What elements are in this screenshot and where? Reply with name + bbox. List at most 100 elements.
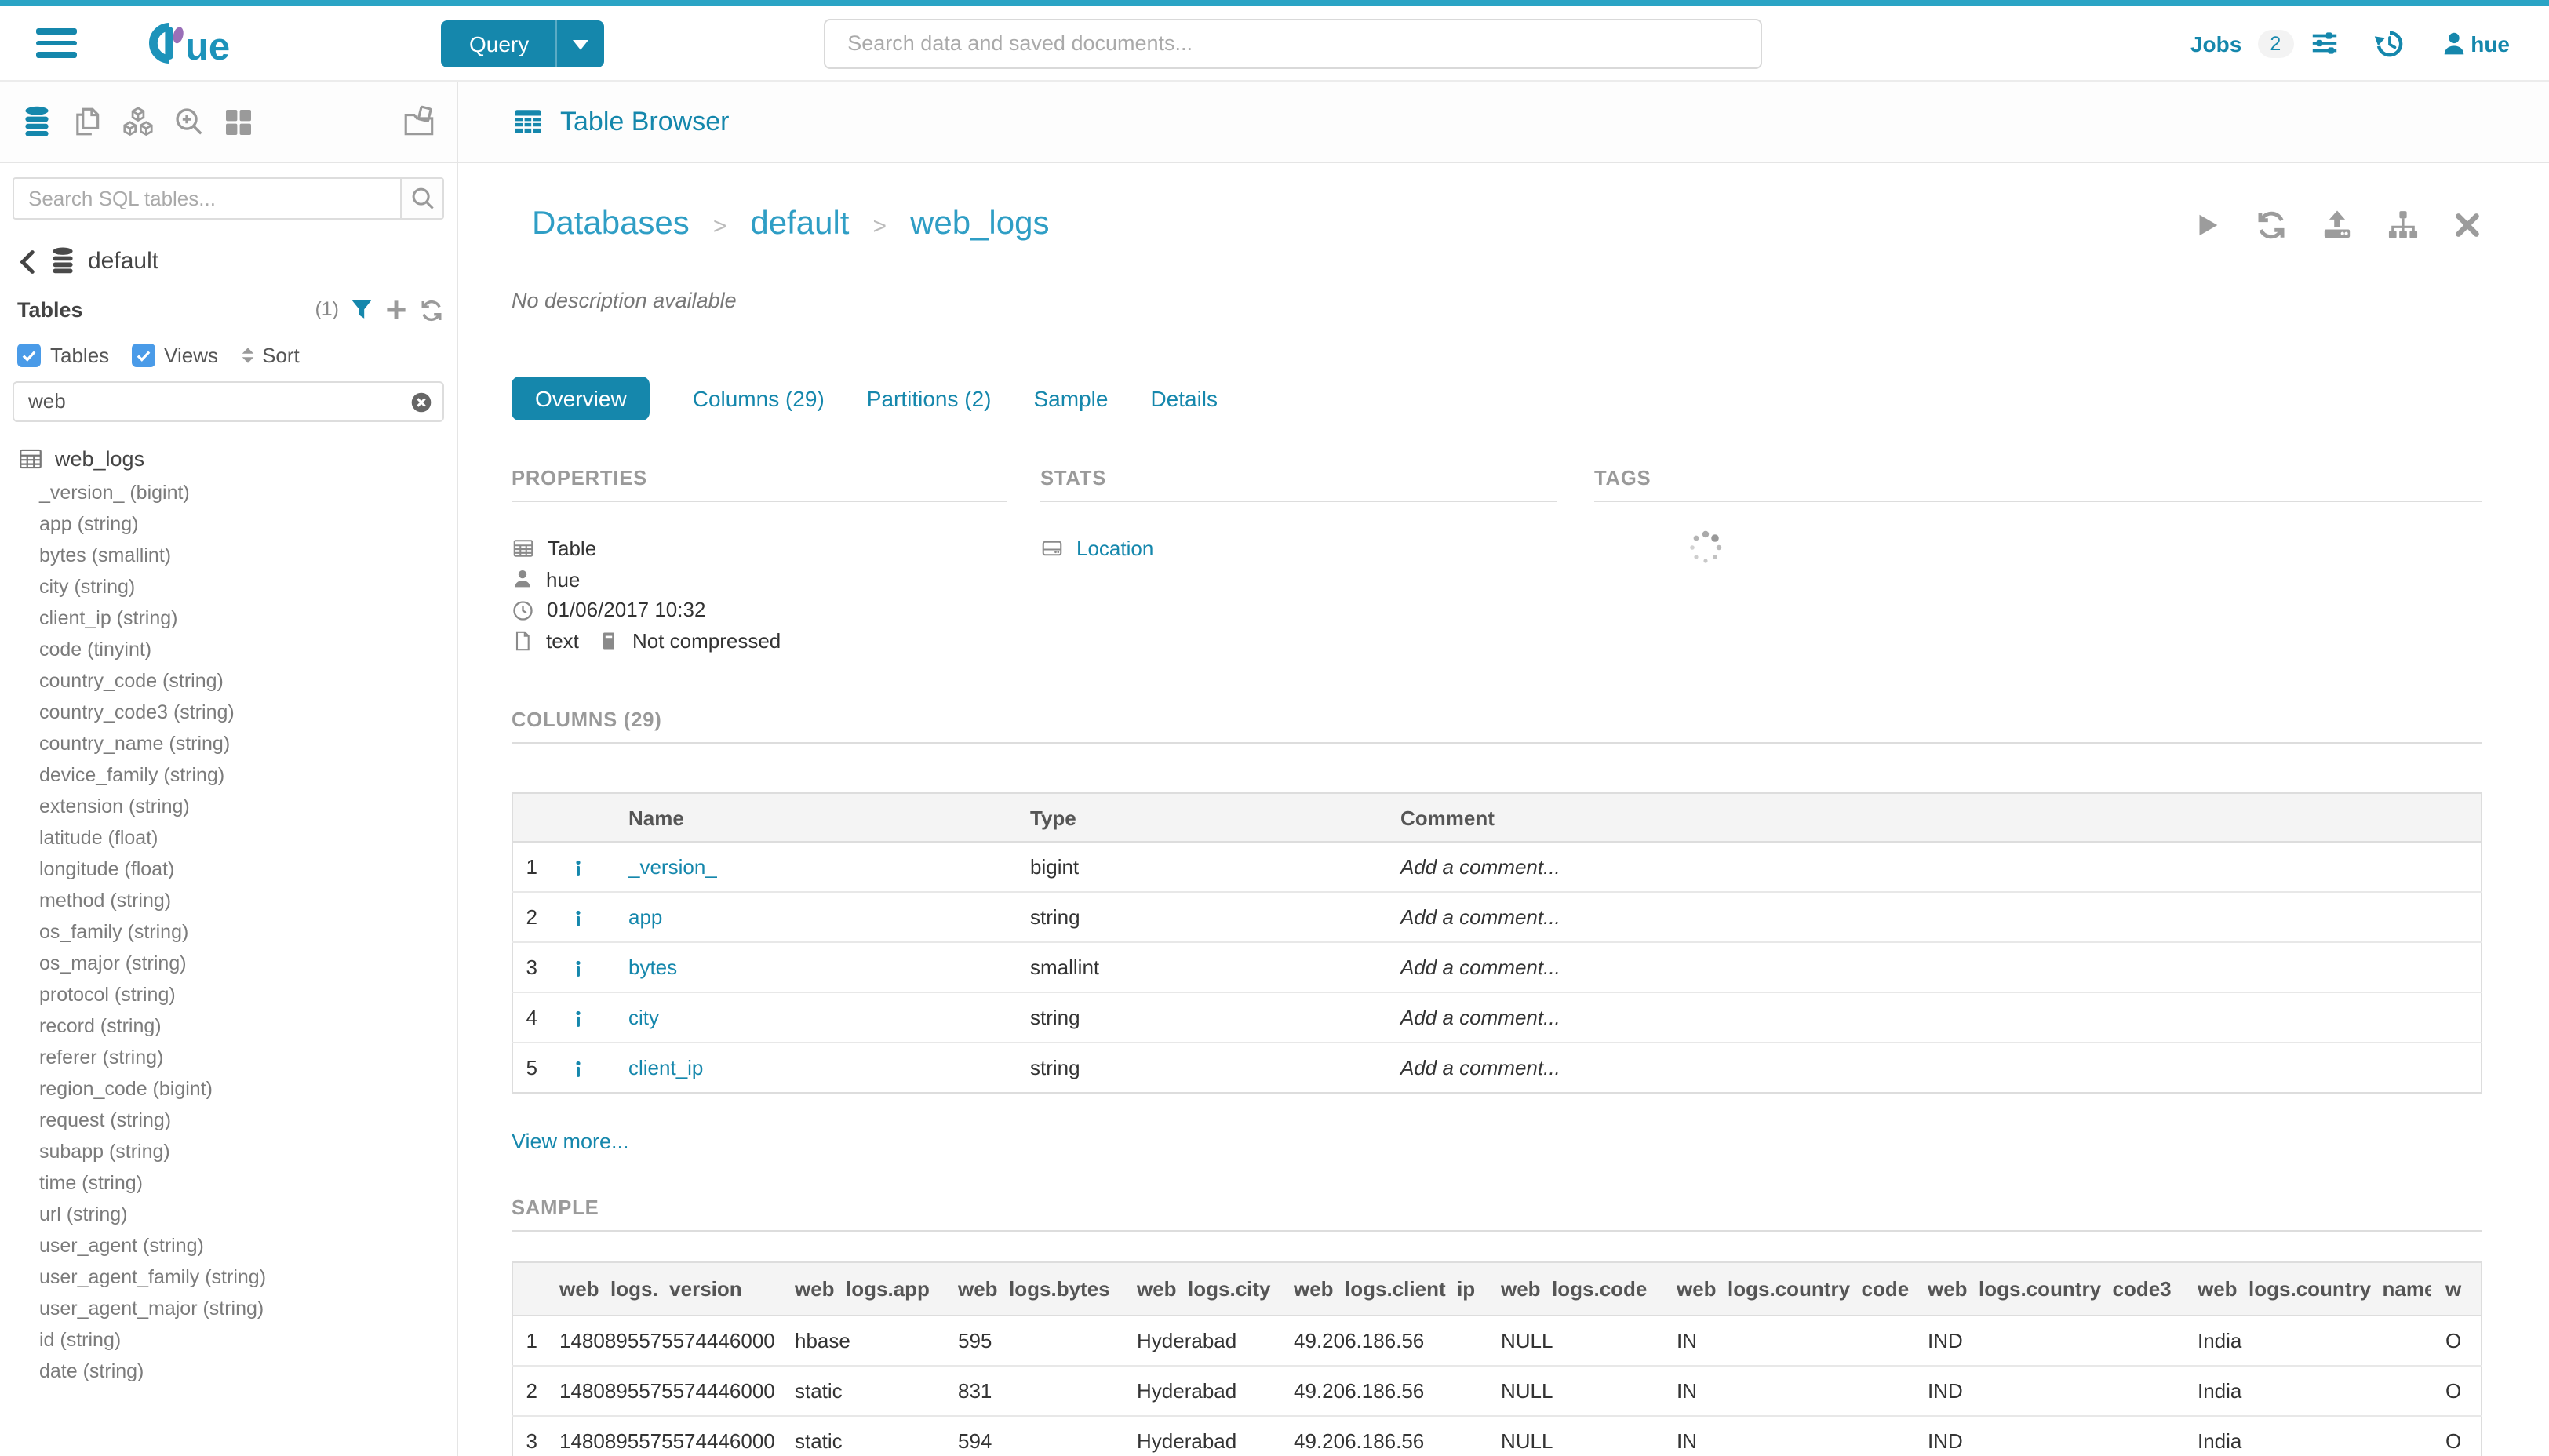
clear-filter-icon[interactable] bbox=[410, 389, 433, 414]
sidebar-column-item[interactable]: country_code3 (string) bbox=[39, 701, 235, 723]
cubes-tab-icon[interactable] bbox=[121, 105, 155, 138]
sidebar-column-item[interactable]: region_code (bigint) bbox=[39, 1077, 213, 1100]
import-icon[interactable] bbox=[2321, 208, 2354, 241]
column-name-link[interactable]: client_ip bbox=[628, 1056, 704, 1079]
sidebar-column-item[interactable]: user_agent_major (string) bbox=[39, 1297, 264, 1320]
table-filter-input[interactable] bbox=[13, 380, 444, 422]
tab-details[interactable]: Details bbox=[1150, 386, 1218, 411]
database-breadcrumb[interactable]: default bbox=[13, 246, 444, 276]
query-button[interactable]: Query bbox=[441, 20, 605, 67]
sort-control[interactable]: Sort bbox=[237, 343, 300, 366]
table-description[interactable]: No description available bbox=[512, 289, 737, 312]
info-icon[interactable] bbox=[568, 1057, 588, 1080]
sidebar-column-item[interactable]: code (tinyint) bbox=[39, 638, 152, 661]
table-name-label[interactable]: web_logs bbox=[55, 446, 145, 471]
sidebar-column-item[interactable]: device_family (string) bbox=[39, 763, 225, 786]
refresh-tables-icon[interactable] bbox=[419, 297, 444, 322]
sidebar-column-item[interactable]: client_ip (string) bbox=[39, 606, 178, 629]
filter-funnel-icon[interactable] bbox=[350, 297, 373, 322]
sidebar-column-item[interactable]: latitude (float) bbox=[39, 826, 158, 849]
documents-tab-icon[interactable] bbox=[71, 105, 104, 138]
history-icon[interactable] bbox=[2373, 27, 2405, 59]
sidebar-table-web-logs[interactable]: web_logs bbox=[13, 445, 444, 471]
sidebar-column-item[interactable]: app (string) bbox=[39, 512, 139, 535]
info-icon[interactable] bbox=[568, 856, 588, 879]
sidebar-column-item[interactable]: _version_ (bigint) bbox=[39, 481, 190, 504]
sidebar-column-item[interactable]: url (string) bbox=[39, 1203, 128, 1225]
tables-checkbox-label[interactable]: Tables bbox=[50, 343, 110, 367]
add-table-icon[interactable] bbox=[384, 297, 408, 322]
column-info-cell[interactable] bbox=[544, 942, 613, 993]
sitemap-icon[interactable] bbox=[2387, 208, 2420, 241]
hamburger-menu-icon[interactable] bbox=[36, 28, 77, 58]
sql-search-button[interactable] bbox=[400, 179, 442, 218]
sql-search-input[interactable] bbox=[14, 179, 400, 218]
info-icon[interactable] bbox=[568, 956, 588, 980]
breadcrumb-default[interactable]: default bbox=[750, 206, 850, 242]
column-comment-cell[interactable]: Add a comment... bbox=[1385, 892, 2482, 943]
column-name-link[interactable]: app bbox=[628, 905, 663, 929]
views-checkbox[interactable] bbox=[131, 343, 155, 367]
view-more-link[interactable]: View more... bbox=[512, 1130, 629, 1153]
tab-sample[interactable]: Sample bbox=[1033, 386, 1109, 411]
jobs-count-badge[interactable]: 2 bbox=[2257, 29, 2294, 57]
sidebar-column-item[interactable]: bytes (smallint) bbox=[39, 544, 172, 566]
refresh-icon[interactable] bbox=[2255, 208, 2288, 241]
sidebar-column-item[interactable]: referer (string) bbox=[39, 1046, 164, 1068]
sidebar-column-item[interactable]: date (string) bbox=[39, 1360, 144, 1382]
sidebar-column-item[interactable]: user_agent_family (string) bbox=[39, 1265, 267, 1288]
sidebar-column-item[interactable]: longitude (float) bbox=[39, 857, 175, 880]
sidebar-column-item[interactable]: time (string) bbox=[39, 1171, 143, 1194]
query-button-label[interactable]: Query bbox=[469, 31, 530, 56]
apps-grid-tab-icon[interactable] bbox=[223, 106, 254, 137]
sidebar-column-item[interactable]: extension (string) bbox=[39, 795, 190, 817]
column-comment-cell[interactable]: Add a comment... bbox=[1385, 842, 2482, 893]
column-info-cell[interactable] bbox=[544, 992, 613, 1043]
sidebar-column-item[interactable]: country_name (string) bbox=[39, 732, 231, 755]
zoom-search-tab-icon[interactable] bbox=[173, 105, 206, 138]
info-icon[interactable] bbox=[568, 1006, 588, 1030]
column-name-link[interactable]: bytes bbox=[628, 956, 678, 979]
sidebar-column-item[interactable]: protocol (string) bbox=[39, 983, 176, 1006]
tab-partitions[interactable]: Partitions (2) bbox=[866, 386, 992, 411]
tables-checkbox[interactable] bbox=[17, 343, 41, 367]
location-link[interactable]: Location bbox=[1076, 537, 1154, 561]
sidebar-column-item[interactable]: user_agent (string) bbox=[39, 1234, 204, 1257]
column-info-cell[interactable] bbox=[544, 892, 613, 943]
column-info-cell[interactable] bbox=[544, 1043, 613, 1093]
sidebar-column-item[interactable]: subapp (string) bbox=[39, 1140, 170, 1163]
sidebar-column-item[interactable]: city (string) bbox=[39, 575, 136, 598]
query-play-icon[interactable] bbox=[2192, 209, 2222, 239]
sidebar-column-item[interactable]: record (string) bbox=[39, 1014, 162, 1037]
hue-logo[interactable]: ue bbox=[146, 22, 246, 64]
sidebar-column-item[interactable]: request (string) bbox=[39, 1108, 172, 1131]
sidebar-column-item[interactable]: method (string) bbox=[39, 889, 172, 912]
close-icon[interactable] bbox=[2453, 209, 2482, 239]
jobs-link[interactable]: Jobs bbox=[2190, 31, 2242, 56]
column-name-link[interactable]: _version_ bbox=[628, 855, 717, 879]
query-dropdown-toggle[interactable] bbox=[555, 20, 604, 67]
user-menu[interactable]: hue bbox=[2439, 29, 2510, 57]
global-search-input[interactable] bbox=[824, 18, 1763, 68]
column-comment-cell[interactable]: Add a comment... bbox=[1385, 942, 2482, 993]
column-name-link[interactable]: city bbox=[628, 1006, 659, 1029]
tab-overview[interactable]: Overview bbox=[512, 377, 650, 420]
tab-columns[interactable]: Columns (29) bbox=[692, 386, 825, 411]
folder-documents-icon[interactable] bbox=[402, 104, 438, 139]
views-checkbox-label[interactable]: Views bbox=[164, 343, 219, 367]
databases-tab-icon[interactable] bbox=[20, 104, 53, 139]
column-comment-cell[interactable]: Add a comment... bbox=[1400, 1056, 1560, 1079]
column-info-cell[interactable] bbox=[544, 842, 613, 893]
breadcrumb: Databases > default > web_logs bbox=[532, 206, 1049, 243]
column-comment-cell[interactable]: Add a comment... bbox=[1385, 992, 2482, 1043]
sidebar-column-item[interactable]: os_major (string) bbox=[39, 952, 187, 974]
username-label[interactable]: hue bbox=[2471, 31, 2510, 56]
sliders-icon[interactable] bbox=[2309, 28, 2339, 58]
sort-label[interactable]: Sort bbox=[262, 343, 300, 367]
sidebar-column-item[interactable]: country_code (string) bbox=[39, 669, 224, 692]
sidebar-column-item[interactable]: id (string) bbox=[39, 1328, 122, 1351]
sidebar-column-item[interactable]: os_family (string) bbox=[39, 920, 189, 943]
breadcrumb-databases[interactable]: Databases bbox=[532, 206, 690, 242]
info-icon[interactable] bbox=[568, 906, 588, 930]
database-name[interactable]: default bbox=[88, 248, 159, 275]
